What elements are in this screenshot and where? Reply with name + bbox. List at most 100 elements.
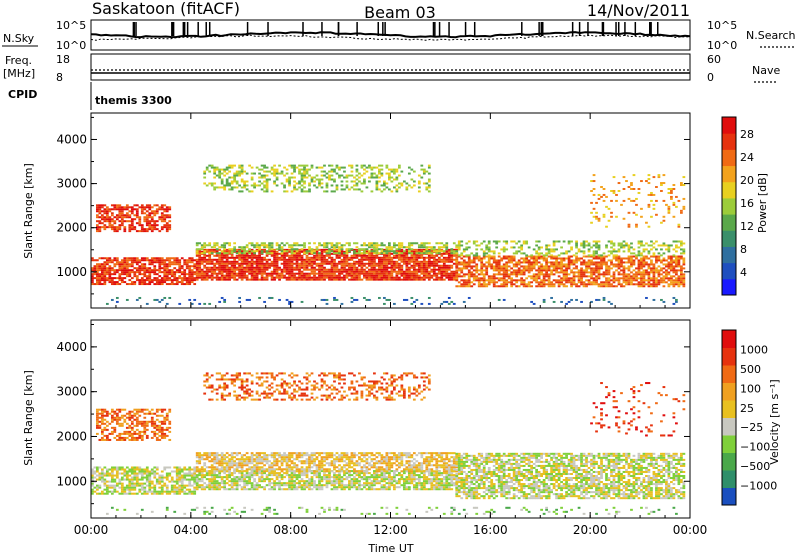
data-cell (225, 268, 229, 271)
data-cell (378, 248, 381, 251)
data-cell (667, 207, 671, 210)
data-cell (450, 260, 454, 263)
data-cell (198, 260, 202, 263)
data-cell (188, 277, 192, 280)
data-cell (220, 252, 224, 255)
data-cell (275, 248, 279, 251)
data-cell (385, 254, 389, 257)
data-cell (615, 269, 618, 272)
data-cell (335, 186, 339, 189)
data-cell (125, 206, 129, 209)
data-cell (622, 246, 626, 249)
data-cell (338, 168, 341, 171)
data-cell (657, 281, 661, 284)
data-cell (205, 276, 209, 279)
data-cell (465, 255, 469, 258)
data-cell (250, 250, 254, 253)
data-cell (250, 272, 254, 275)
data-cell (163, 476, 167, 479)
data-cell (238, 268, 241, 271)
data-cell (363, 164, 366, 167)
data-cell (383, 278, 386, 281)
data-cell (95, 486, 99, 489)
data-cell (325, 258, 329, 261)
data-cell (667, 285, 671, 288)
data-cell (482, 283, 486, 286)
data-cell (522, 265, 526, 268)
data-cell (138, 222, 142, 225)
data-cell (135, 214, 139, 217)
data-cell (298, 254, 301, 257)
nsearch-tick-top: 10^5 (707, 19, 737, 32)
data-cell (105, 490, 109, 493)
data-cell (140, 212, 144, 215)
data-cell (333, 264, 336, 267)
data-cell (370, 168, 374, 171)
data-cell (263, 270, 266, 273)
data-cell (148, 490, 152, 493)
data-cell (123, 228, 127, 231)
data-cell (103, 492, 107, 495)
data-cell (527, 263, 531, 266)
data-cell (338, 274, 341, 277)
data-cell (240, 186, 244, 189)
data-cell (165, 492, 169, 495)
data-cell (223, 184, 227, 187)
data-cell (525, 259, 529, 262)
data-cell (98, 466, 102, 469)
data-cell (285, 168, 289, 171)
data-cell (280, 172, 284, 175)
data-cell (515, 250, 519, 253)
data-cell (105, 492, 109, 495)
data-cell (507, 281, 511, 284)
data-cell (243, 246, 246, 249)
data-cell (240, 190, 244, 193)
data-cell (560, 259, 563, 262)
data-cell (657, 275, 661, 278)
data-cell (333, 168, 336, 171)
data-cell (273, 174, 276, 177)
data-cell (517, 269, 521, 272)
data-cell (273, 262, 276, 265)
colorbar-tick-label: 4 (740, 266, 747, 279)
data-cell (497, 269, 501, 272)
data-cell (265, 278, 269, 281)
data-cell (442, 260, 446, 263)
data-cell (457, 281, 461, 284)
data-cell (108, 222, 112, 225)
data-cell (667, 283, 671, 286)
data-cell (310, 180, 314, 183)
data-cell (580, 261, 583, 264)
data-cell (308, 260, 311, 263)
data-cell (338, 250, 341, 253)
data-cell (340, 266, 344, 269)
data-cell (597, 193, 601, 196)
data-cell (205, 168, 209, 171)
data-cell (455, 246, 459, 249)
data-cell (275, 178, 279, 181)
data-cell (148, 273, 152, 276)
data-cell (670, 189, 673, 192)
data-cell (123, 259, 127, 262)
data-cell (103, 220, 107, 223)
data-cell (268, 248, 271, 251)
data-cell (670, 191, 673, 194)
data-cell (105, 226, 109, 229)
data-cell (565, 252, 568, 255)
data-cell (155, 208, 159, 211)
data-cell (218, 260, 222, 263)
data-cell (597, 197, 601, 200)
data-cell (540, 283, 543, 286)
data-cell (158, 269, 162, 272)
data-cell (330, 260, 334, 263)
data-cell (220, 278, 224, 281)
freq-unit-label: [MHz] (3, 67, 35, 80)
data-cell (165, 273, 169, 276)
data-cell (130, 492, 134, 495)
data-cell (273, 254, 276, 257)
data-cell (213, 268, 217, 271)
data-cell (412, 266, 416, 269)
data-cell (412, 242, 416, 245)
data-cell (118, 206, 122, 209)
data-cell (333, 266, 336, 269)
